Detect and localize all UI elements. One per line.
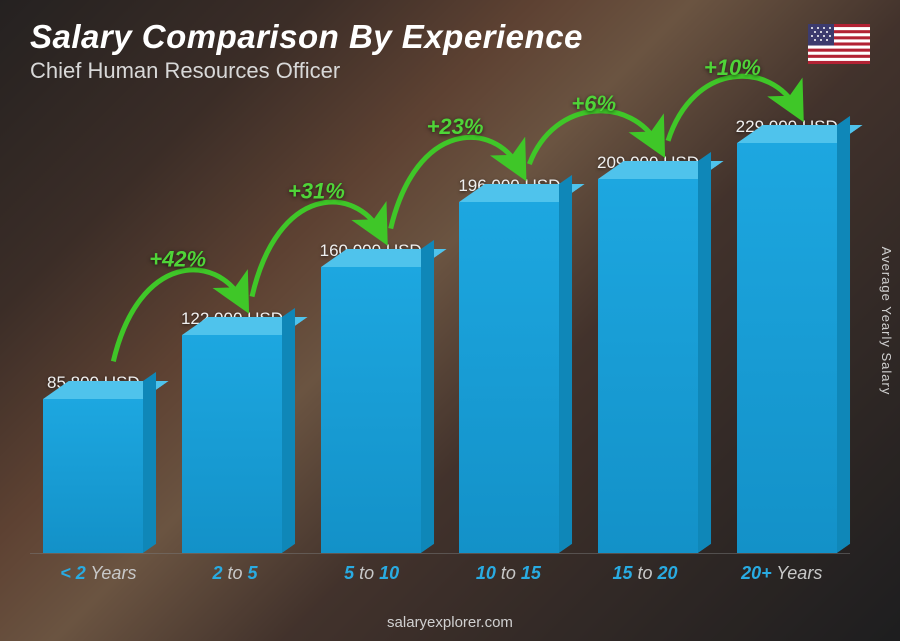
bar-group: 196,000 USD: [446, 176, 573, 553]
page-subtitle: Chief Human Resources Officer: [30, 58, 870, 84]
x-axis-label: 20+ Years: [713, 563, 850, 584]
x-axis: < 2 Years2 to 55 to 1010 to 1515 to 2020…: [30, 553, 850, 593]
bar-group: 85,800 USD: [30, 373, 157, 553]
bar-group: 122,000 USD: [169, 309, 296, 553]
x-axis-label: 15 to 20: [577, 563, 714, 584]
bar: [737, 143, 837, 553]
footer-attribution: salaryexplorer.com: [0, 614, 900, 631]
us-flag-icon: [808, 24, 870, 64]
bar: [321, 267, 421, 553]
bar-group: 229,000 USD: [723, 117, 850, 553]
x-axis-label: 10 to 15: [440, 563, 577, 584]
bar: [459, 202, 559, 553]
bar-group: 160,000 USD: [307, 241, 434, 553]
x-axis-label: 5 to 10: [303, 563, 440, 584]
bar-chart: 85,800 USD122,000 USD160,000 USD196,000 …: [30, 100, 850, 593]
bar: [43, 399, 143, 553]
bar: [598, 179, 698, 553]
bars-container: 85,800 USD122,000 USD160,000 USD196,000 …: [30, 100, 850, 553]
content-container: Salary Comparison By Experience Chief Hu…: [0, 0, 900, 641]
bar: [182, 335, 282, 553]
bar-group: 209,000 USD: [585, 153, 712, 553]
y-axis-label: Average Yearly Salary: [879, 246, 894, 395]
x-axis-label: < 2 Years: [30, 563, 167, 584]
page-title: Salary Comparison By Experience: [30, 18, 870, 56]
x-axis-label: 2 to 5: [167, 563, 304, 584]
